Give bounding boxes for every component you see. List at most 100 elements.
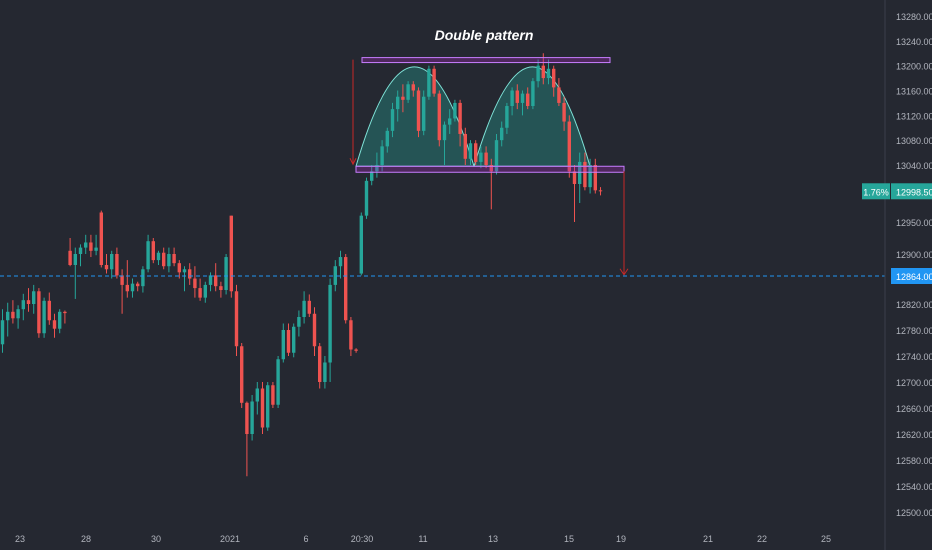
- candle: [505, 102, 509, 134]
- candle-body: [557, 87, 561, 103]
- candle: [151, 238, 155, 264]
- candle: [84, 234, 88, 254]
- candle: [136, 281, 140, 292]
- y-tick-label: 12620.00: [896, 430, 932, 440]
- candle: [73, 247, 77, 299]
- y-tick-label: 13280.00: [896, 12, 932, 22]
- y-tick-label: 13120.00: [896, 111, 932, 121]
- candle: [588, 158, 592, 194]
- candle: [390, 102, 395, 138]
- candle: [484, 146, 488, 169]
- candle: [16, 305, 20, 329]
- candle-body: [588, 165, 592, 188]
- target-arrowhead: [619, 268, 629, 276]
- x-tick-label: 21: [703, 534, 713, 544]
- candle-body: [489, 165, 493, 172]
- candle: [177, 260, 181, 279]
- x-tick-label: 30: [151, 534, 161, 544]
- candle: [567, 115, 571, 178]
- candle-body: [520, 93, 525, 103]
- candle: [214, 263, 218, 292]
- candle-body: [136, 283, 140, 287]
- x-tick-label: 25: [821, 534, 831, 544]
- candle: [63, 310, 67, 324]
- x-tick-label: 15: [564, 534, 574, 544]
- last-price-change-label: 1.76%: [863, 187, 889, 197]
- candle: [338, 250, 343, 279]
- candle-body: [68, 250, 72, 265]
- candle-body: [177, 263, 181, 273]
- candle: [520, 90, 525, 116]
- price-axis[interactable]: 13280.00 13240.00 13200.00 13160.00 13120.00…: [862, 12, 932, 518]
- candle-body: [84, 242, 88, 248]
- candle: [266, 382, 270, 431]
- candle-body: [479, 152, 483, 162]
- candle-body: [422, 96, 426, 131]
- candle: [531, 78, 535, 110]
- candle: [406, 81, 410, 103]
- candle-body: [307, 300, 311, 314]
- candle: [385, 127, 389, 153]
- candle: [250, 395, 254, 441]
- candle-body: [156, 252, 161, 261]
- candle-body: [89, 242, 93, 251]
- candle-body: [562, 102, 566, 122]
- candle-body: [203, 284, 207, 298]
- candle: [203, 281, 207, 303]
- candle: [125, 260, 129, 298]
- candle-body: [411, 84, 415, 91]
- candle: [21, 293, 25, 321]
- candle-body: [598, 190, 603, 192]
- candle: [245, 401, 249, 477]
- candle-body: [266, 385, 270, 428]
- candle-body: [104, 265, 109, 270]
- candle-body: [276, 359, 280, 405]
- candle: [442, 121, 447, 165]
- candle-body: [78, 247, 83, 254]
- candle: [42, 297, 46, 338]
- height-measure-arrowhead: [349, 158, 357, 166]
- candle-body: [364, 180, 369, 216]
- candle: [552, 65, 556, 97]
- candle: [364, 177, 369, 219]
- candle-body: [224, 257, 228, 290]
- candle: [11, 300, 15, 324]
- candle-body: [219, 286, 223, 290]
- x-tick-label: 2021: [220, 534, 240, 544]
- annotations-group: [0, 57, 885, 277]
- candle: [370, 165, 374, 186]
- x-tick-label: 22: [757, 534, 767, 544]
- candle-body: [193, 278, 197, 289]
- x-tick-label: 19: [616, 534, 626, 544]
- candle-body: [11, 311, 15, 319]
- candle: [593, 158, 597, 194]
- candle-body: [73, 254, 77, 265]
- candle: [328, 278, 332, 382]
- candle-body: [593, 165, 597, 191]
- resistance-zone: [361, 57, 611, 64]
- candle: [583, 152, 587, 191]
- candle: [562, 96, 566, 131]
- candle-body: [167, 254, 171, 267]
- candle: [234, 284, 239, 356]
- candle: [271, 382, 275, 408]
- candle-body: [333, 266, 337, 285]
- candle-body: [250, 401, 254, 434]
- candle-body: [26, 300, 31, 304]
- time-axis[interactable]: 23 28 30 2021 6 20:30 11 13 15 19 21 22 25: [15, 534, 831, 544]
- candle-body: [172, 254, 176, 264]
- candle: [510, 87, 514, 116]
- candle-body: [52, 320, 57, 329]
- candle-body: [271, 385, 275, 405]
- candle-body: [349, 320, 353, 350]
- candle-body: [448, 118, 452, 125]
- candle-body: [188, 269, 192, 279]
- candle-body: [120, 275, 124, 285]
- y-tick-label: 13200.00: [896, 62, 932, 72]
- candle: [546, 59, 551, 85]
- candle: [448, 109, 452, 134]
- candle-body: [110, 254, 114, 270]
- x-tick-label: 28: [81, 534, 91, 544]
